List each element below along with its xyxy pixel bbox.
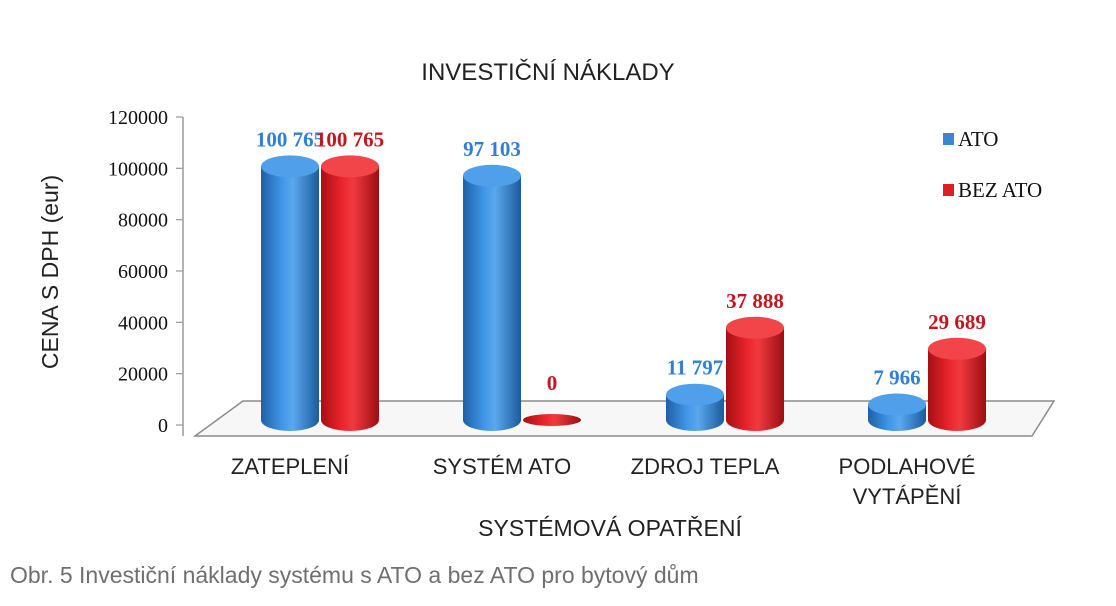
y-tick-label: 60000 [118, 261, 168, 283]
legend-swatch-bez-ato [943, 184, 954, 196]
x-tick-label: ZATEPLENÍ [231, 454, 350, 479]
x-tick-labels: ZATEPLENÍ SYSTÉM ATO ZDROJ TEPLA PODLAHOVÉ V… [231, 454, 976, 509]
bar-chart: INVESTIČNÍ NÁKLADY CENA S DPH (eur) 0 200… [37, 58, 1056, 541]
data-label-bez-ato: 37 888 [726, 289, 784, 313]
figure-caption: Obr. 5 Investiční náklady systému s ATO … [10, 562, 699, 588]
chart-bars [261, 155, 986, 432]
chart-title: INVESTIČNÍ NÁKLADY [421, 58, 674, 86]
data-label-ato: 11 797 [667, 356, 724, 380]
chart-axes [176, 116, 1056, 437]
data-label-bez-ato: 29 689 [928, 310, 986, 334]
data-label-bez-ato: 100 765 [316, 127, 384, 151]
bar-bez-ato [523, 414, 581, 426]
legend-swatch-ato [943, 133, 954, 145]
bar-bez-ato [726, 316, 784, 431]
data-label-ato: 7 966 [873, 366, 920, 390]
x-tick-label: ZDROJ TEPLA [631, 454, 780, 479]
bar-bez-ato [928, 337, 986, 431]
legend-label-ato: ATO [958, 127, 998, 151]
bar-ato [261, 155, 319, 432]
y-tick-label: 0 [158, 415, 168, 437]
x-tick-label: PODLAHOVÉ [839, 454, 976, 479]
y-tick-label: 120000 [108, 107, 168, 129]
bar-ato [666, 383, 724, 431]
y-tick-label: 100000 [108, 158, 168, 180]
legend-label-bez-ato: BEZ ATO [958, 178, 1042, 202]
bar-bez-ato [321, 155, 379, 432]
y-tick-labels: 0 20000 40000 60000 80000 100000 120000 [108, 107, 168, 437]
bar-ato [868, 393, 926, 431]
data-label-ato: 97 103 [463, 137, 521, 161]
x-tick-label: VYTÁPĚNÍ [853, 484, 963, 509]
x-tick-label: SYSTÉM ATO [433, 454, 572, 479]
data-label-bez-ato: 0 [547, 371, 558, 395]
chart-floor [192, 400, 1056, 437]
bar-ato [463, 164, 521, 431]
y-tick-label: 80000 [118, 210, 168, 232]
data-label-ato: 100 765 [256, 127, 324, 151]
chart-legend: ATO BEZ ATO [943, 127, 1042, 202]
x-axis-label: SYSTÉMOVÁ OPATŘENÍ [478, 515, 742, 541]
y-axis-label: CENA S DPH (eur) [37, 175, 63, 369]
y-tick-label: 20000 [118, 364, 168, 386]
y-tick-label: 40000 [118, 312, 168, 334]
